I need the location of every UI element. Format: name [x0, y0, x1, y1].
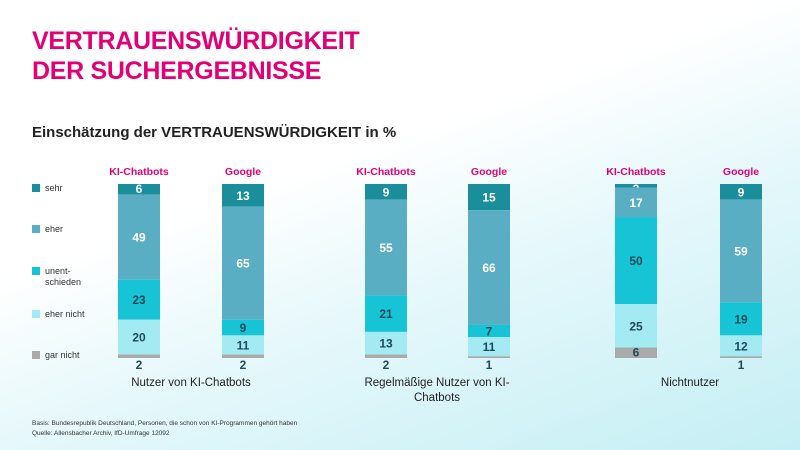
data-label: 11 [237, 338, 250, 352]
bar-segment-gar-nicht [720, 356, 762, 358]
bar-segment-unent-schieden [365, 295, 407, 332]
data-label: 50 [629, 254, 643, 268]
bar-segment-eher-nicht [365, 331, 407, 355]
legend-label: unent- schieden [45, 266, 82, 287]
data-label: 2 [240, 358, 247, 372]
data-label: 17 [629, 196, 643, 210]
legend-item: unent- schieden [32, 266, 81, 288]
bar-segment-gar-nicht [222, 354, 264, 358]
data-label: 20 [132, 331, 146, 345]
bar-category-label: Google [225, 166, 261, 178]
bar-segment-unent-schieden [118, 279, 160, 320]
data-label: 19 [734, 312, 748, 326]
bar-segment-sehr [222, 184, 264, 207]
chart-title: Einschätzung der VERTRAUENSWÜRDIGKEIT in… [32, 124, 397, 141]
data-label: 25 [629, 319, 643, 333]
bar-segment-gar-nicht [468, 356, 510, 358]
bar-segment-sehr [118, 184, 160, 195]
bar-category-label: Google [723, 166, 759, 178]
bar-segment-gar-nicht [118, 354, 160, 358]
legend-item: gar nicht [32, 350, 80, 361]
bar-segment-eher [365, 199, 407, 296]
data-label: 55 [379, 241, 393, 255]
data-label: 1 [738, 358, 745, 372]
group-label: Regelmäßige Nutzer von KI-Chatbots [364, 377, 510, 404]
data-label: 9 [383, 185, 390, 199]
bar-category-label: Google [471, 166, 507, 178]
data-label: 65 [236, 257, 250, 271]
data-label: 66 [482, 261, 496, 275]
data-label: 49 [132, 231, 146, 245]
bar-segment-eher-nicht [468, 337, 510, 357]
legend-label: sehr [45, 183, 63, 193]
data-label: 21 [379, 307, 393, 321]
bar-segment-eher-nicht [118, 319, 160, 355]
data-label: 12 [734, 339, 748, 353]
data-label: 2 [383, 358, 390, 372]
bar-segment-gar-nicht [365, 354, 407, 358]
group-label: Nichtnutzer [660, 377, 720, 389]
data-label: 13 [236, 189, 250, 203]
bar-segment-unent-schieden [615, 217, 657, 305]
data-label: 11 [483, 340, 496, 354]
group-label: Nutzer von KI-Chatbots [131, 377, 251, 389]
page-title: VERTRAUENSWÜRDIGKEIT DER SUCHERGEBNISSE [32, 26, 360, 86]
footer-basis: Basis: Bundesrepublik Deutschland, Perso… [32, 420, 298, 427]
bar-segment-unent-schieden [720, 302, 762, 336]
data-label: 6 [633, 346, 640, 360]
bar-segment-eher [468, 210, 510, 325]
bar-segment-eher-nicht [222, 335, 264, 355]
legend-swatch [32, 351, 40, 359]
bar-segment-unent-schieden [468, 324, 510, 338]
bar-segment-sehr [615, 184, 657, 188]
bar-segment-gar-nicht [615, 347, 657, 358]
legend-swatch [32, 184, 40, 192]
data-label: 1 [486, 358, 493, 372]
title-line-1: VERTRAUENSWÜRDIGKEIT [32, 27, 360, 55]
bar-segment-unent-schieden [222, 319, 264, 336]
legend-item: eher [32, 224, 63, 235]
legend-item: sehr [32, 183, 63, 194]
data-label: 6 [136, 182, 143, 196]
legend-swatch [32, 267, 40, 275]
bar-segment-eher [222, 206, 264, 320]
data-label: 7 [486, 325, 493, 339]
bar-segment-sehr [365, 184, 407, 200]
data-label: 13 [379, 337, 393, 351]
title-line-2: DER SUCHERGEBNISSE [32, 57, 322, 85]
bar-segment-eher-nicht [720, 335, 762, 357]
bar-category-label: KI-Chatbots [606, 166, 666, 178]
data-label: 9 [738, 185, 745, 199]
bar-segment-eher-nicht [615, 304, 657, 348]
data-label: 23 [132, 293, 146, 307]
bar-segment-sehr [468, 184, 510, 211]
footer-source: Quelle: Allensbacher Archiv, IfD-Umfrage… [32, 430, 170, 437]
bar-category-label: KI-Chatbots [109, 166, 169, 178]
data-label: 9 [240, 321, 247, 335]
bar-segment-eher [720, 199, 762, 303]
legend-label: eher [45, 224, 64, 234]
legend-swatch [32, 225, 40, 233]
legend-label: eher nicht [45, 309, 85, 319]
data-label: 2 [136, 358, 143, 372]
legend-item: eher nicht [32, 309, 85, 320]
legend-swatch [32, 310, 40, 318]
bar-category-label: KI-Chatbots [356, 166, 416, 178]
bar-segment-sehr [720, 184, 762, 200]
bar-segment-eher [615, 187, 657, 218]
data-label: 59 [734, 244, 748, 258]
footer: Basis: Bundesrepublik Deutschland, Perso… [32, 419, 297, 439]
bar-segment-eher [118, 194, 160, 280]
data-label: 15 [482, 191, 496, 205]
legend-label: gar nicht [45, 350, 80, 360]
